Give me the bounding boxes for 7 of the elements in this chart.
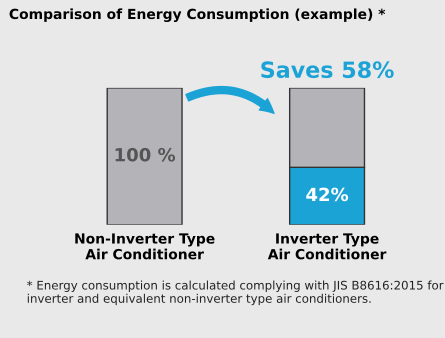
data-label: 100 % xyxy=(116,148,176,162)
x-tick-label: Non-Inverter Type Air Conditioner xyxy=(75,233,215,260)
x-tick-label: Inverter Type Air Conditioner xyxy=(268,233,386,260)
annotation: Saves 58% xyxy=(261,61,394,78)
text: * Energy consumption is calculated complying with JIS B8616:2015 for inverter and equivalent non-inverter type air conditioners. xyxy=(27,280,444,306)
data-label: 42% xyxy=(306,188,348,202)
chart-title: Comparison of Energy Consumption (example) * xyxy=(10,8,386,22)
